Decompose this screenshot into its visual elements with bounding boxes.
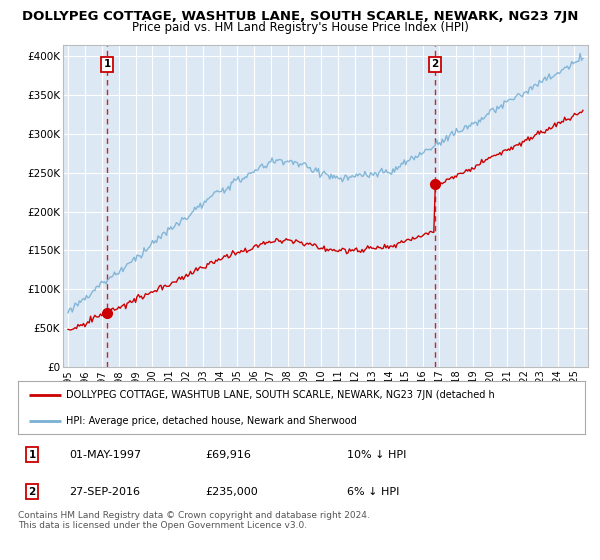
- Text: 1: 1: [29, 450, 36, 460]
- Text: £69,916: £69,916: [205, 450, 251, 460]
- Text: 01-MAY-1997: 01-MAY-1997: [69, 450, 141, 460]
- Text: 2: 2: [29, 487, 36, 497]
- Text: HPI: Average price, detached house, Newark and Sherwood: HPI: Average price, detached house, Newa…: [66, 416, 357, 426]
- Text: DOLLYPEG COTTAGE, WASHTUB LANE, SOUTH SCARLE, NEWARK, NG23 7JN: DOLLYPEG COTTAGE, WASHTUB LANE, SOUTH SC…: [22, 10, 578, 22]
- Text: 10% ↓ HPI: 10% ↓ HPI: [347, 450, 406, 460]
- Text: £235,000: £235,000: [205, 487, 258, 497]
- Text: 27-SEP-2016: 27-SEP-2016: [69, 487, 140, 497]
- Text: 2: 2: [431, 59, 439, 69]
- Text: DOLLYPEG COTTAGE, WASHTUB LANE, SOUTH SCARLE, NEWARK, NG23 7JN (detached h: DOLLYPEG COTTAGE, WASHTUB LANE, SOUTH SC…: [66, 390, 495, 400]
- Text: Price paid vs. HM Land Registry's House Price Index (HPI): Price paid vs. HM Land Registry's House …: [131, 21, 469, 34]
- Text: 6% ↓ HPI: 6% ↓ HPI: [347, 487, 399, 497]
- Text: 1: 1: [104, 59, 111, 69]
- Text: Contains HM Land Registry data © Crown copyright and database right 2024.
This d: Contains HM Land Registry data © Crown c…: [18, 511, 370, 530]
